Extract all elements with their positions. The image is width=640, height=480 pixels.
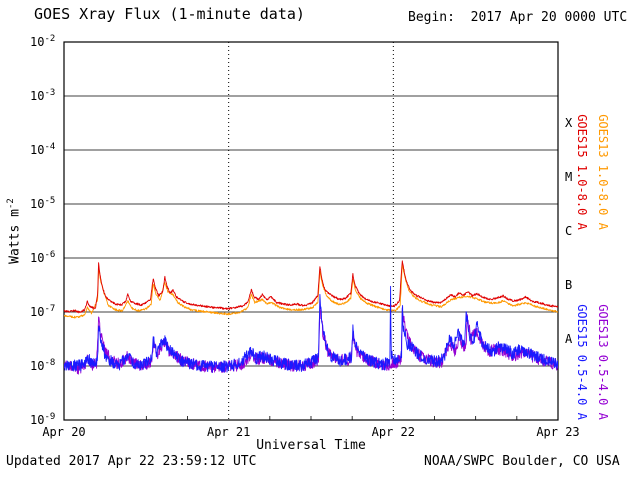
y-tick-label: 10-8 bbox=[30, 358, 55, 373]
x-tick-label: Apr 22 bbox=[372, 425, 415, 439]
y-tick-label: 10-5 bbox=[30, 196, 55, 211]
y-tick-label: 10-7 bbox=[30, 304, 55, 319]
x-tick-label: Apr 20 bbox=[42, 425, 85, 439]
flare-class-label: X bbox=[565, 116, 573, 130]
series-goes15-short bbox=[64, 285, 558, 373]
y-tick-label: 10-9 bbox=[30, 412, 55, 427]
y-tick-label: 10-6 bbox=[30, 250, 55, 265]
y-tick-label: 10-4 bbox=[30, 142, 55, 157]
y-axis-label: Watts m-2 bbox=[6, 131, 22, 331]
flare-class-label: A bbox=[565, 332, 573, 346]
y-axis-label-exponent: -2 bbox=[6, 198, 16, 210]
flare-class-label: C bbox=[565, 224, 572, 238]
flare-class-label: M bbox=[565, 170, 572, 184]
series-label-goes13-short: GOES13 0.5-4.0 A bbox=[596, 304, 610, 420]
updated-timestamp: Updated 2017 Apr 22 23:59:12 UTC bbox=[6, 454, 257, 469]
plot-frame bbox=[63, 41, 559, 421]
flare-class-label: B bbox=[565, 278, 572, 292]
y-tick-label: 10-3 bbox=[30, 88, 55, 103]
y-axis-label-base: Watts m bbox=[7, 209, 23, 264]
series-label-goes15-short: GOES15 0.5-4.0 A bbox=[575, 304, 589, 420]
chart-title: GOES Xray Flux (1-minute data) bbox=[34, 5, 305, 23]
series-label-goes13-long: GOES13 1.0-8.0 A bbox=[596, 114, 610, 230]
series-label-goes15-long: GOES15 1.0-8.0 A bbox=[575, 114, 589, 230]
series-goes15-long bbox=[64, 260, 558, 314]
y-tick-label: 10-2 bbox=[30, 34, 55, 49]
x-tick-label: Apr 21 bbox=[207, 425, 250, 439]
x-axis-label: Universal Time bbox=[256, 438, 366, 453]
begin-timestamp: Begin: 2017 Apr 20 0000 UTC bbox=[408, 10, 628, 25]
series-goes13-long bbox=[64, 264, 558, 319]
x-tick-label: Apr 23 bbox=[536, 425, 579, 439]
noaa-credit: NOAA/SWPC Boulder, CO USA bbox=[424, 454, 620, 469]
